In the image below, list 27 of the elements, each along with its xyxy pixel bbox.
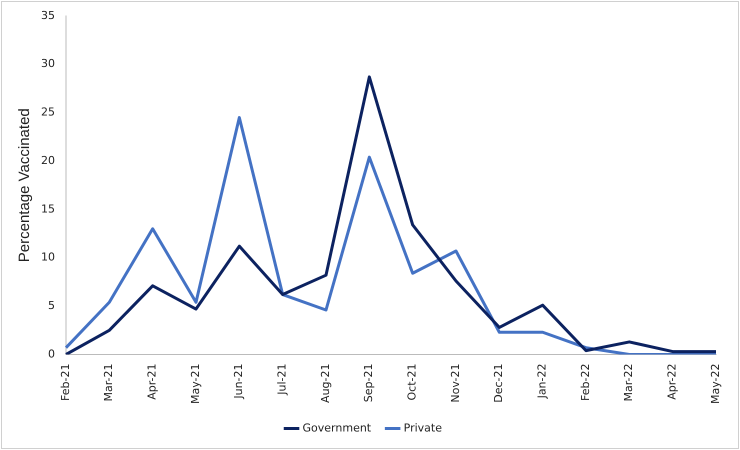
x-tick-label: May-22 xyxy=(708,363,722,404)
x-tick-label: Jun-21 xyxy=(232,363,246,400)
y-tick-label: 15 xyxy=(40,202,55,216)
x-tick-label: Sep-21 xyxy=(362,363,376,402)
y-tick-label: 35 xyxy=(40,8,55,22)
y-tick-label: 30 xyxy=(40,57,55,70)
x-tick-label: Mar-21 xyxy=(102,363,116,402)
y-tick-label: 0 xyxy=(48,347,55,360)
x-tick-label: Mar-22 xyxy=(622,363,636,402)
y-tick-label: 5 xyxy=(48,298,55,312)
x-tick-label: Feb-22 xyxy=(578,363,592,401)
x-tick-label: Dec-21 xyxy=(492,363,506,403)
x-tick-label: Aug-21 xyxy=(318,363,332,403)
legend-label: Government xyxy=(302,421,372,434)
y-tick-label: 25 xyxy=(40,106,55,119)
x-tick-label: Nov-21 xyxy=(448,363,462,403)
x-tick-label: Feb-21 xyxy=(58,363,72,401)
y-axis-title: Percentage Vaccinated xyxy=(16,108,34,262)
legend-label: Private xyxy=(404,421,442,434)
x-tick-label: Apr-22 xyxy=(666,363,679,400)
x-tick-label: Oct-21 xyxy=(406,363,419,400)
x-tick-label: Apr-21 xyxy=(146,363,159,400)
y-tick-label: 20 xyxy=(40,154,55,167)
y-tick-label: 10 xyxy=(40,250,55,264)
x-tick-label: May-21 xyxy=(188,363,202,404)
x-tick-label: Jan-22 xyxy=(536,363,549,400)
x-tick-label: Jul-21 xyxy=(276,363,289,396)
